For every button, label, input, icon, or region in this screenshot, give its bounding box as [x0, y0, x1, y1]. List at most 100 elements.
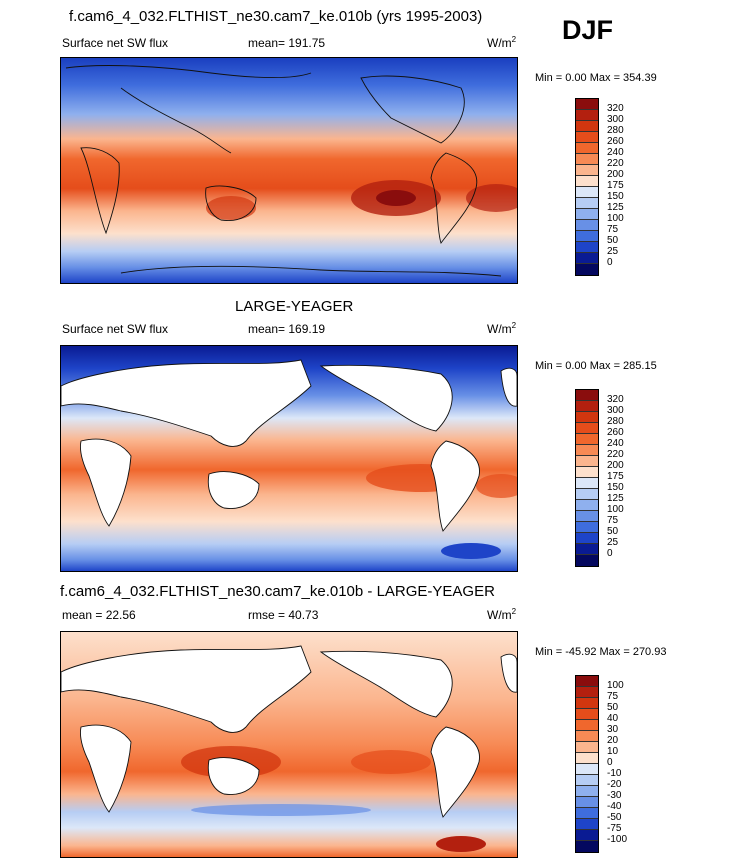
colorbar-swatch [576, 456, 598, 467]
panel-1-australia-patch [206, 196, 256, 220]
colorbar-swatch [576, 253, 598, 264]
colorbar-tick-label: 125 [607, 493, 624, 504]
colorbar-swatch [576, 390, 598, 401]
colorbar-tick-label: 50 [607, 702, 619, 713]
panel-1-units: W/m2 [487, 35, 517, 50]
colorbar-swatch [576, 132, 598, 143]
panel-3-units: W/m2 [487, 607, 517, 622]
figure-title: f.cam6_4_032.FLTHIST_ne30.cam7_ke.010b (… [69, 8, 483, 25]
colorbar-swatch [576, 687, 598, 698]
colorbar-swatch [576, 489, 598, 500]
colorbar-tick-label: 0 [607, 757, 613, 768]
panel-3-land-masks [61, 645, 517, 818]
colorbar-tick-label: 0 [607, 548, 613, 559]
panel-2-variable-label: Surface net SW flux [62, 322, 169, 336]
colorbar-tick-label: 25 [607, 537, 619, 548]
colorbar-tick-label: 240 [607, 438, 624, 449]
panel-2-north-america-land [319, 364, 453, 432]
colorbar-tick-label: 40 [607, 713, 619, 724]
colorbar-tick-label: 150 [607, 482, 624, 493]
colorbar-tick-label: 220 [607, 158, 624, 169]
panel-2-minmax: Min = 0.00 Max = 285.15 [535, 360, 657, 372]
panel-1-africa-coast [80, 147, 120, 235]
colorbar-tick-label: 260 [607, 427, 624, 438]
panel-1-mean-label: mean= 191.75 [248, 36, 326, 50]
colorbar-tick-label: 10 [607, 746, 619, 757]
colorbar-swatch [576, 830, 598, 841]
colorbar-swatch [576, 544, 598, 555]
colorbar-swatch [576, 533, 598, 544]
colorbar-swatch [576, 819, 598, 830]
panel-2-land-masks [61, 359, 517, 532]
colorbar-tick-label: 220 [607, 449, 624, 460]
panel-1-map [60, 57, 518, 284]
colorbar-tick-label: 260 [607, 136, 624, 147]
colorbar-swatch [576, 242, 598, 253]
panel-3-eurasia-land [61, 645, 312, 733]
panel-1-maximum-core [376, 190, 416, 206]
colorbar-tick-label: 25 [607, 246, 619, 257]
panel-1-colorbar [575, 98, 599, 276]
colorbar-tick-label: 75 [607, 515, 619, 526]
panel-1-variable-label: Surface net SW flux [62, 36, 169, 50]
colorbar-swatch [576, 467, 598, 478]
colorbar-swatch [576, 423, 598, 434]
panel-1-australia-coast [205, 185, 257, 221]
colorbar-swatch [576, 555, 598, 566]
season-label: DJF [562, 15, 614, 45]
colorbar-swatch [576, 198, 598, 209]
panel-2-map [60, 345, 518, 572]
colorbar-swatch [576, 110, 598, 121]
panel-1-coastlines [65, 65, 502, 277]
colorbar-swatch [576, 434, 598, 445]
colorbar-tick-label: 280 [607, 125, 624, 136]
panel-2-map-plot [61, 346, 517, 571]
colorbar-swatch [576, 154, 598, 165]
panel-2-eurasia-land [61, 359, 312, 447]
panel-2-australia-land [207, 471, 260, 509]
panel-2-atlantic-patch [476, 474, 517, 498]
colorbar-swatch [576, 698, 598, 709]
panel-3-weddell-patch [436, 836, 486, 852]
colorbar-tick-label: 20 [607, 735, 619, 746]
colorbar-swatch [576, 264, 598, 275]
panel-2-colorbar [575, 389, 599, 567]
colorbar-tick-label: 50 [607, 235, 619, 246]
colorbar-swatch [576, 786, 598, 797]
colorbar-swatch [576, 500, 598, 511]
panel-3-map [60, 631, 518, 858]
panel-3-pacific-patch [351, 750, 431, 774]
panel-2-greenland-land [500, 367, 517, 407]
colorbar-swatch [576, 841, 598, 852]
panel-2-south-america-land [430, 440, 480, 532]
panel-3-title: f.cam6_4_032.FLTHIST_ne30.cam7_ke.010b -… [60, 583, 495, 600]
colorbar-swatch [576, 165, 598, 176]
colorbar-swatch [576, 775, 598, 786]
colorbar-tick-label: 200 [607, 169, 624, 180]
colorbar-swatch [576, 143, 598, 154]
colorbar-tick-label: -75 [607, 823, 622, 834]
colorbar-swatch [576, 445, 598, 456]
panel-1-field [61, 58, 517, 283]
panel-2-mean-label: mean= 169.19 [248, 322, 326, 336]
panel-3-greenland-land [500, 653, 517, 693]
colorbar-tick-label: 0 [607, 257, 613, 268]
colorbar-tick-label: -10 [607, 768, 622, 779]
panel-3-map-plot [61, 632, 517, 857]
panel-1-antarctica-coast [120, 265, 502, 277]
panel-3-africa-land [80, 724, 132, 813]
colorbar-tick-label: 150 [607, 191, 624, 202]
panel-1-north-america-coast [360, 75, 465, 144]
panel-3-australia-land [207, 757, 260, 795]
colorbar-tick-label: -30 [607, 790, 622, 801]
panel-1-eurasia-coast [65, 65, 312, 154]
colorbar-swatch [576, 478, 598, 489]
panel-3-minmax: Min = -45.92 Max = 270.93 [535, 646, 667, 658]
colorbar-tick-label: 240 [607, 147, 624, 158]
colorbar-tick-label: 300 [607, 114, 624, 125]
colorbar-swatch [576, 209, 598, 220]
colorbar-tick-label: 30 [607, 724, 619, 735]
colorbar-swatch [576, 522, 598, 533]
colorbar-swatch [576, 709, 598, 720]
panel-3-southern-ocean-patch [191, 804, 371, 816]
